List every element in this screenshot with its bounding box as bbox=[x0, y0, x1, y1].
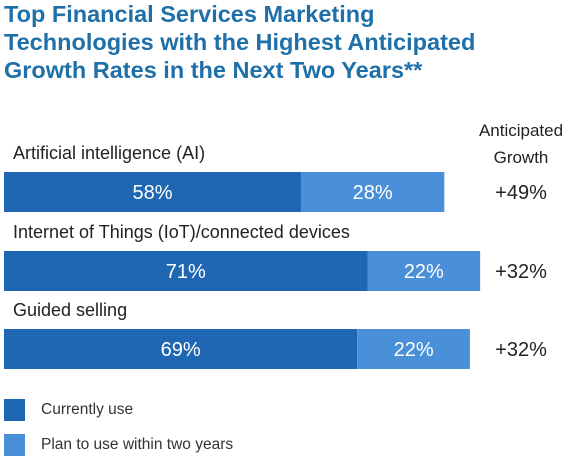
chart-title-line: Technologies with the Highest Anticipate… bbox=[4, 29, 476, 55]
legend-swatch-currently-use bbox=[4, 399, 25, 421]
chart-title-line: Growth Rates in the Next Two Years** bbox=[4, 57, 423, 83]
bar-currently-use bbox=[4, 172, 301, 212]
growth-column-header: Anticipated Growth bbox=[462, 117, 570, 171]
data-label-currently-use: 71% bbox=[166, 261, 206, 283]
growth-value: +49% bbox=[495, 182, 547, 204]
bar-currently-use bbox=[4, 329, 358, 369]
chart-title-line: Top Financial Services Marketing bbox=[4, 1, 375, 27]
growth-header-line: Anticipated bbox=[478, 121, 564, 140]
legend-label: Plan to use within two years bbox=[41, 436, 234, 453]
data-label-plan-to-use: 28% bbox=[353, 182, 393, 204]
bar-plan-to-use bbox=[300, 172, 445, 212]
category-label: Guided selling bbox=[13, 300, 127, 320]
category-label: Artificial intelligence (AI) bbox=[13, 143, 205, 163]
growth-header-line: Growth bbox=[493, 148, 549, 167]
legend-label: Currently use bbox=[41, 401, 134, 418]
growth-value: +32% bbox=[495, 339, 547, 361]
data-label-currently-use: 69% bbox=[161, 339, 201, 361]
growth-value: +32% bbox=[495, 261, 547, 283]
bar-plan-to-use bbox=[367, 251, 481, 291]
bar-currently-use bbox=[4, 251, 368, 291]
data-label-plan-to-use: 22% bbox=[394, 339, 434, 361]
chart-title: Top Financial Services Marketing Technol… bbox=[4, 0, 544, 84]
category-label: Internet of Things (IoT)/connected devic… bbox=[13, 222, 350, 242]
data-label-plan-to-use: 22% bbox=[404, 261, 444, 283]
legend-swatch-plan-to-use bbox=[4, 434, 25, 456]
bar-plan-to-use bbox=[357, 329, 470, 369]
data-label-currently-use: 58% bbox=[132, 182, 172, 204]
